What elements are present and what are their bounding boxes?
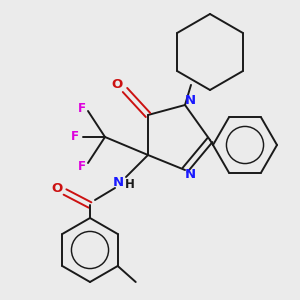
Text: F: F bbox=[71, 130, 79, 143]
Text: O: O bbox=[111, 79, 123, 92]
Text: F: F bbox=[78, 101, 86, 115]
Text: O: O bbox=[51, 182, 63, 194]
Text: N: N bbox=[184, 94, 196, 107]
Text: H: H bbox=[125, 178, 135, 191]
Text: F: F bbox=[78, 160, 86, 172]
Text: N: N bbox=[112, 176, 124, 188]
Text: N: N bbox=[184, 169, 196, 182]
